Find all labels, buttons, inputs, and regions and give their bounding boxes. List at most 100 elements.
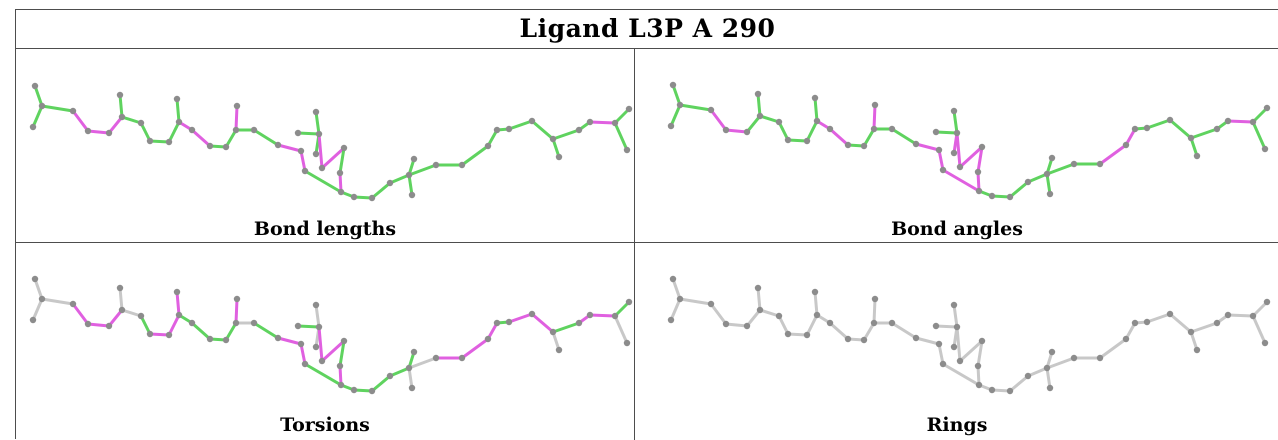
bond xyxy=(813,290,819,317)
atom xyxy=(38,102,46,110)
bond xyxy=(33,84,44,108)
bond xyxy=(758,308,781,318)
bond xyxy=(777,120,790,142)
atom xyxy=(935,146,943,154)
bond xyxy=(828,321,850,341)
molecule-bond-angles xyxy=(667,81,1271,201)
bond xyxy=(1189,321,1219,334)
bond xyxy=(388,366,411,378)
atom xyxy=(669,275,677,283)
bond xyxy=(745,114,762,134)
atom xyxy=(1006,193,1014,201)
bond xyxy=(1008,180,1030,199)
atom xyxy=(386,372,394,380)
bond xyxy=(1045,366,1052,390)
bond xyxy=(872,103,877,131)
atom xyxy=(250,126,258,134)
bond xyxy=(678,103,713,112)
bond xyxy=(669,103,682,128)
atom xyxy=(312,108,320,116)
bond xyxy=(167,313,181,337)
caption-bond-lengths: Bond lengths xyxy=(253,218,397,240)
bond xyxy=(1026,366,1049,378)
atom xyxy=(312,343,320,351)
atom xyxy=(1263,298,1271,306)
bond xyxy=(613,300,631,318)
atom xyxy=(669,81,677,89)
bond xyxy=(252,128,280,147)
atom xyxy=(1043,170,1051,178)
atom xyxy=(222,143,230,151)
atom xyxy=(69,300,77,308)
atom xyxy=(405,364,413,372)
atom xyxy=(826,125,834,133)
bond xyxy=(1251,106,1269,124)
bond xyxy=(1045,162,1076,176)
bond xyxy=(952,303,959,329)
atom xyxy=(932,128,940,136)
bond xyxy=(338,339,346,368)
atom xyxy=(912,140,920,148)
atom xyxy=(1249,312,1257,320)
molecule-bond-lengths xyxy=(29,82,633,202)
atom xyxy=(274,141,282,149)
bond xyxy=(937,148,945,172)
atom xyxy=(1048,348,1056,356)
atom xyxy=(803,331,811,339)
bond xyxy=(551,321,581,334)
atom xyxy=(301,360,309,368)
atom xyxy=(667,122,675,130)
bond xyxy=(299,342,307,366)
atom xyxy=(623,146,631,154)
atom xyxy=(811,94,819,102)
atom xyxy=(784,136,792,144)
bond xyxy=(934,130,959,135)
atom xyxy=(625,298,633,306)
bond xyxy=(86,322,111,328)
atom xyxy=(175,311,183,319)
atom xyxy=(939,360,947,368)
bond xyxy=(120,308,143,318)
bond xyxy=(33,277,44,301)
bond xyxy=(320,339,346,363)
bond xyxy=(862,321,876,342)
atom xyxy=(312,301,320,309)
bond xyxy=(370,181,392,200)
atom xyxy=(297,147,305,155)
atom xyxy=(667,316,675,324)
atom xyxy=(368,194,376,202)
atom xyxy=(458,354,466,362)
atom xyxy=(493,126,501,134)
bond xyxy=(1251,120,1267,151)
bond xyxy=(460,144,490,167)
bond xyxy=(139,121,152,143)
atom xyxy=(623,339,631,347)
atom xyxy=(1046,384,1054,392)
bond xyxy=(669,297,682,322)
atom xyxy=(294,322,302,330)
bond xyxy=(1098,143,1128,166)
bond xyxy=(252,321,280,340)
bond xyxy=(805,313,819,337)
atom xyxy=(165,331,173,339)
atom xyxy=(146,330,154,338)
bond xyxy=(671,277,682,301)
atom xyxy=(294,129,302,137)
atom xyxy=(950,343,958,351)
atom xyxy=(232,126,240,134)
bond xyxy=(118,93,124,119)
atom xyxy=(337,188,345,196)
atom xyxy=(318,357,326,365)
bond xyxy=(551,128,581,141)
atom xyxy=(31,82,39,90)
atom xyxy=(405,171,413,179)
atom xyxy=(38,295,46,303)
bond xyxy=(1045,356,1076,370)
atom xyxy=(956,357,964,365)
bond xyxy=(1189,127,1219,140)
atom xyxy=(408,191,416,199)
atom xyxy=(1096,160,1104,168)
atom xyxy=(312,150,320,158)
atom xyxy=(1249,118,1257,126)
bond xyxy=(934,324,959,329)
